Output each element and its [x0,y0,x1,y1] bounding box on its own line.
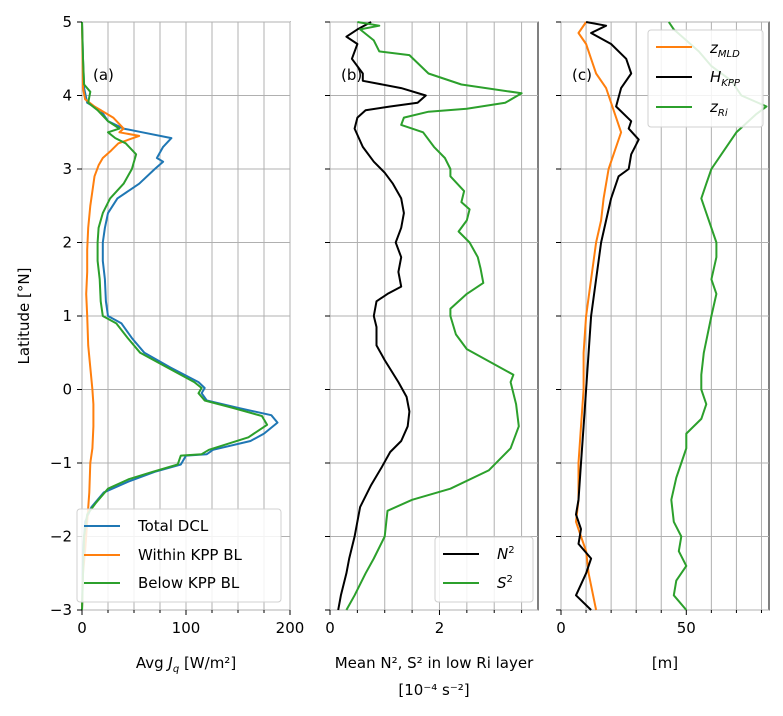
legend-label-total-dcl: Total DCL [137,517,209,535]
panel-a-series [81,21,279,611]
panel-a-label: (a) [93,66,114,84]
panel-b-legend-box [434,536,534,603]
panel-b-grid [329,21,538,611]
y-tick-label: 5 [62,13,72,31]
x-tick-label: 0 [556,619,566,637]
panel-b-xlabel: Mean N², S² in low Ri layer [335,654,534,672]
panel-a-y-ticks: −3 −2 −1 0 1 2 3 4 5 [50,13,82,619]
panel-c-label: (c) [572,66,592,84]
panel-b-xlabel-units: [10⁻⁴ s⁻²] [398,681,469,699]
y-tick-label: −2 [50,528,72,546]
panel-a-x-ticks: 0 100 200 [77,610,304,637]
panel-a-legend-box [76,508,282,603]
series-line-1 [575,21,640,611]
legend-label-within-kpp: Within KPP BL [138,546,242,564]
panel-c-xlabel: [m] [652,654,678,672]
y-tick-label: 4 [62,87,72,105]
panel-b-series [337,21,523,611]
x-tick-label: 200 [276,619,305,637]
x-tick-label: 100 [172,619,201,637]
legend-label-z-mld: zMLD [709,39,740,60]
x-tick-label: 0 [325,619,335,637]
legend-label-below-kpp: Below KPP BL [138,574,240,592]
panel-a-legend: Total DCL Within KPP BL Below KPP BL [76,508,282,603]
y-tick-label: 3 [62,160,72,178]
panel-c: 0 50 (c) [m] zMLD HKPP zRi [556,21,770,672]
y-axis-label: Latitude [°N] [15,268,33,365]
y-tick-label: −3 [50,601,72,619]
x-tick-label: 2 [435,619,445,637]
panel-c-y-ticks [556,21,561,611]
legend-label-n2: N2 [497,545,515,563]
x-tick-label: 0 [77,619,87,637]
legend-label-s2: S2 [497,574,513,592]
panel-c-x-ticks: 0 50 [556,610,762,637]
x-tick-label: 50 [677,619,696,637]
panel-c-legend: zMLD HKPP zRi [647,29,764,128]
panel-b-legend: N2 S2 [434,536,534,603]
y-tick-label: −1 [50,454,72,472]
panel-a-xlabel: Avg Jq [W/m²] [136,654,236,675]
panel-a: 0 100 200 −3 −2 −1 0 1 2 3 4 5 (a) Avg Jq [W/m²] T… [50,13,304,675]
series-line-0 [81,21,279,611]
series-line-1 [345,21,523,611]
panel-c-legend-box [647,29,764,128]
y-tick-label: 0 [62,381,72,399]
y-tick-label: 1 [62,307,72,325]
series-line-2 [81,21,269,611]
panel-b-label: (b) [341,66,362,84]
series-line-1 [81,21,141,611]
panel-b-y-ticks [325,21,330,611]
series-line-0 [337,21,427,611]
legend-label-h-kpp: HKPP [710,68,741,89]
legend-label-z-ri: zRi [709,98,728,119]
y-tick-label: 2 [62,234,72,252]
